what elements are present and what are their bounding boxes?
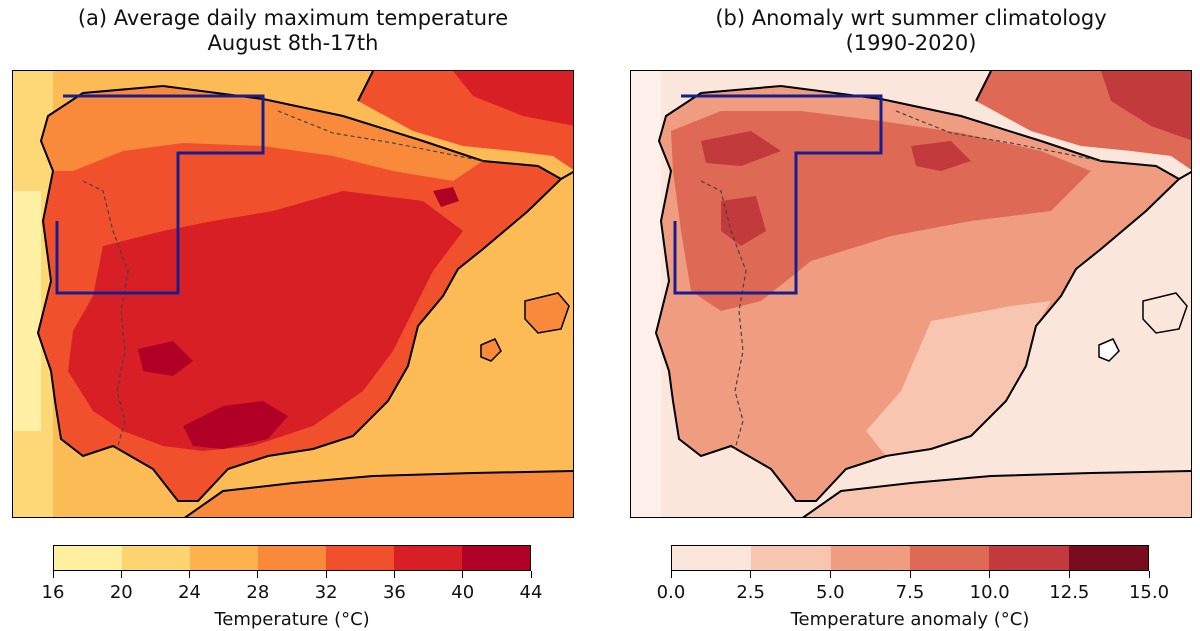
temperature-colorbar-swatch bbox=[258, 546, 326, 570]
france-hot-region bbox=[1101, 71, 1191, 141]
hottest-spot-1 bbox=[138, 341, 193, 376]
anomaly-colorbar-tick-mark bbox=[1068, 571, 1070, 578]
temperature-colorbar-swatch bbox=[394, 546, 462, 570]
portugal-border bbox=[82, 180, 129, 450]
anomaly-colorbar bbox=[671, 545, 1149, 571]
panel-b-title-line2: (1990-2020) bbox=[845, 31, 977, 55]
anomaly-colorbar-swatch bbox=[989, 546, 1069, 570]
france-coast bbox=[975, 71, 992, 102]
temperature-colorbar-tick-label: 40 bbox=[451, 582, 475, 603]
coastline bbox=[36, 84, 563, 502]
anomaly-spot-1 bbox=[701, 131, 781, 166]
temperature-colorbar-tick-mark bbox=[325, 571, 327, 578]
temperature-map bbox=[12, 70, 574, 518]
anomaly-colorbar-tick-mark bbox=[989, 571, 991, 578]
temperature-colorbar-tick-label: 44 bbox=[519, 582, 543, 603]
temperature-colorbar-tick-label: 20 bbox=[109, 582, 133, 603]
anomaly-colorbar-tick-label: 7.5 bbox=[895, 582, 925, 603]
north-warm bbox=[671, 111, 1091, 311]
africa-coast bbox=[802, 470, 1191, 517]
study-region-box bbox=[673, 94, 883, 295]
france-border bbox=[895, 110, 1102, 162]
anomaly-colorbar-swatch bbox=[751, 546, 831, 570]
anomaly-colorbar-tick-label: 5.0 bbox=[816, 582, 845, 603]
france-hot-region bbox=[453, 71, 573, 126]
temperature-colorbar-tick-mark bbox=[530, 571, 532, 578]
temperature-colorbar-tick-mark bbox=[52, 571, 54, 578]
study-region-box bbox=[55, 94, 265, 295]
africa-region bbox=[803, 471, 1191, 517]
anomaly-colorbar-swatch bbox=[672, 546, 752, 570]
anomaly-colorbar-swatch bbox=[909, 546, 990, 570]
temperature-colorbar-tick-label: 24 bbox=[178, 582, 202, 603]
anomaly-colorbar-tick-label: 2.5 bbox=[736, 582, 765, 603]
menorca-outline bbox=[1098, 338, 1120, 362]
mallorca-outline bbox=[1142, 292, 1188, 334]
temperature-colorbar bbox=[53, 545, 531, 571]
panel-a-title-line1: (a) Average daily maximum temperature bbox=[77, 6, 509, 30]
mallorca-outline bbox=[524, 292, 570, 334]
anomaly-colorbar-label: Temperature anomaly (°C) bbox=[790, 609, 1030, 630]
temperature-colorbar-swatch bbox=[190, 546, 258, 570]
temperature-map-canvas bbox=[13, 71, 573, 517]
temperature-colorbar-tick-mark bbox=[189, 571, 191, 578]
atlantic-coolest-band bbox=[13, 191, 41, 431]
france-border bbox=[277, 110, 484, 162]
anomaly-spot-2 bbox=[911, 141, 971, 171]
anomaly-colorbar-swatch bbox=[1068, 546, 1148, 570]
anomaly-colorbar-swatch bbox=[830, 546, 910, 570]
anomaly-map bbox=[630, 70, 1192, 518]
anomaly-map-canvas bbox=[631, 71, 1191, 517]
hottest-spot-2 bbox=[183, 401, 288, 449]
interior-hot bbox=[68, 191, 463, 451]
coastline bbox=[654, 84, 1181, 502]
temperature-colorbar-tick-mark bbox=[120, 571, 122, 578]
menorca-outline bbox=[480, 338, 502, 362]
portugal-border bbox=[700, 180, 747, 450]
atlantic-band bbox=[631, 71, 661, 517]
temperature-colorbar-swatch bbox=[54, 546, 122, 570]
gulf-coast bbox=[560, 170, 573, 180]
temperature-colorbar-tick-label: 28 bbox=[246, 582, 270, 603]
anomaly-colorbar-tick-mark bbox=[909, 571, 911, 578]
anomaly-colorbar-tick-mark bbox=[670, 571, 672, 578]
temperature-colorbar-tick-mark bbox=[393, 571, 395, 578]
temperature-colorbar-label: Temperature (°C) bbox=[214, 609, 370, 630]
temperature-colorbar-swatch bbox=[326, 546, 394, 570]
mallorca-island bbox=[525, 293, 569, 333]
panel-b-title: (b) Anomaly wrt summer climatology (1990… bbox=[630, 6, 1192, 56]
anomaly-colorbar-tick-label: 10.0 bbox=[969, 582, 1010, 603]
hottest-spot-3 bbox=[433, 187, 459, 207]
panel-a-title-line2: August 8th-17th bbox=[207, 31, 379, 55]
africa-coast bbox=[184, 470, 573, 517]
temperature-colorbar-swatch bbox=[462, 546, 530, 570]
southeast-cool bbox=[866, 301, 1051, 456]
africa-region bbox=[185, 471, 573, 517]
anomaly-colorbar-tick-mark bbox=[1148, 571, 1150, 578]
mallorca-island bbox=[1143, 293, 1187, 333]
temperature-colorbar-tick-label: 16 bbox=[41, 582, 65, 603]
temperature-colorbar-tick-mark bbox=[257, 571, 259, 578]
anomaly-colorbar-tick-label: 12.5 bbox=[1049, 582, 1090, 603]
panel-b-title-line1: (b) Anomaly wrt summer climatology bbox=[715, 6, 1107, 30]
anomaly-colorbar-tick-mark bbox=[829, 571, 831, 578]
anomaly-colorbar-tick-mark bbox=[750, 571, 752, 578]
anomaly-colorbar-tick-label: 0.0 bbox=[656, 582, 686, 603]
temperature-colorbar-tick-label: 32 bbox=[314, 582, 338, 603]
gulf-coast bbox=[1178, 170, 1191, 180]
panel-a-title: (a) Average daily maximum temperature Au… bbox=[12, 6, 574, 56]
temperature-colorbar-swatch bbox=[122, 546, 190, 570]
anomaly-colorbar-tick-label: 15.0 bbox=[1128, 582, 1170, 603]
france-coast bbox=[357, 71, 374, 102]
temperature-colorbar-tick-label: 36 bbox=[382, 582, 406, 603]
temperature-colorbar-tick-mark bbox=[462, 571, 464, 578]
